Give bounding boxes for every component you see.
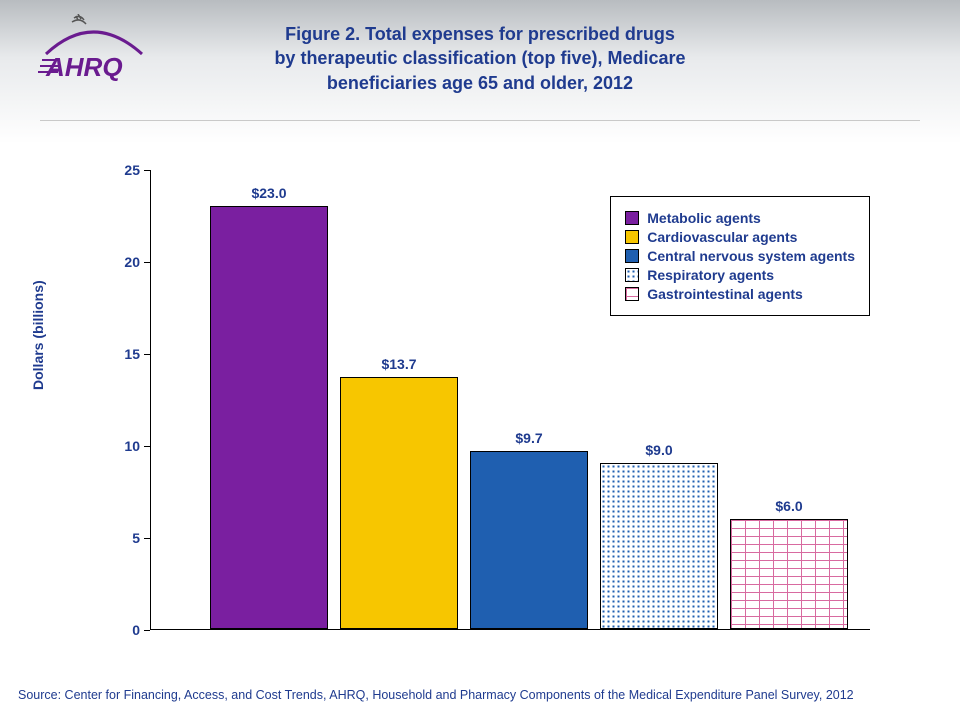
bar-3: $9.0 xyxy=(600,463,718,629)
legend-item: Gastrointestinal agents xyxy=(625,286,855,302)
legend-item: Respiratory agents xyxy=(625,267,855,283)
bar-4: $6.0 xyxy=(730,519,848,629)
title-line-3: beneficiaries age 65 and older, 2012 xyxy=(0,71,960,95)
bar-chart: Dollars (billions) 0510152025 $23.0$13.7… xyxy=(90,150,890,650)
divider xyxy=(40,120,920,121)
legend-item: Cardiovascular agents xyxy=(625,229,855,245)
y-tick-label: 15 xyxy=(124,346,140,362)
y-tick xyxy=(144,630,150,631)
page: AHRQ Figure 2. Total expenses for prescr… xyxy=(0,0,960,720)
bar-value-label: $13.7 xyxy=(341,356,457,372)
bar-value-label: $6.0 xyxy=(731,498,847,514)
x-axis xyxy=(150,629,870,630)
bar-value-label: $23.0 xyxy=(211,185,327,201)
legend-label: Central nervous system agents xyxy=(647,248,855,264)
source-footer: Source: Center for Financing, Access, an… xyxy=(18,688,854,702)
y-tick xyxy=(144,354,150,355)
y-tick xyxy=(144,170,150,171)
bar-0: $23.0 xyxy=(210,206,328,629)
chart-title: Figure 2. Total expenses for prescribed … xyxy=(0,22,960,95)
legend: Metabolic agents Cardiovascular agents Cen… xyxy=(610,196,870,316)
y-axis-label: Dollars (billions) xyxy=(30,280,46,390)
y-tick-label: 10 xyxy=(124,438,140,454)
y-tick xyxy=(144,446,150,447)
y-tick-label: 25 xyxy=(124,162,140,178)
y-tick-label: 5 xyxy=(132,530,140,546)
legend-swatch xyxy=(625,287,639,301)
title-line-2: by therapeutic classification (top five)… xyxy=(0,46,960,70)
legend-label: Metabolic agents xyxy=(647,210,761,226)
legend-label: Cardiovascular agents xyxy=(647,229,797,245)
legend-swatch xyxy=(625,249,639,263)
legend-item: Metabolic agents xyxy=(625,210,855,226)
legend-label: Gastrointestinal agents xyxy=(647,286,803,302)
title-line-1: Figure 2. Total expenses for prescribed … xyxy=(0,22,960,46)
bar-value-label: $9.7 xyxy=(471,430,587,446)
y-tick-label: 20 xyxy=(124,254,140,270)
bar-2: $9.7 xyxy=(470,451,588,629)
legend-swatch xyxy=(625,230,639,244)
legend-label: Respiratory agents xyxy=(647,267,774,283)
y-axis xyxy=(150,170,151,630)
bar-1: $13.7 xyxy=(340,377,458,629)
legend-item: Central nervous system agents xyxy=(625,248,855,264)
y-tick xyxy=(144,262,150,263)
y-tick-label: 0 xyxy=(132,622,140,638)
bar-value-label: $9.0 xyxy=(601,442,717,458)
y-tick xyxy=(144,538,150,539)
plot-area: 0510152025 $23.0$13.7$9.7$9.0$6.0 Metabo… xyxy=(150,170,870,630)
legend-swatch xyxy=(625,268,639,282)
legend-swatch xyxy=(625,211,639,225)
